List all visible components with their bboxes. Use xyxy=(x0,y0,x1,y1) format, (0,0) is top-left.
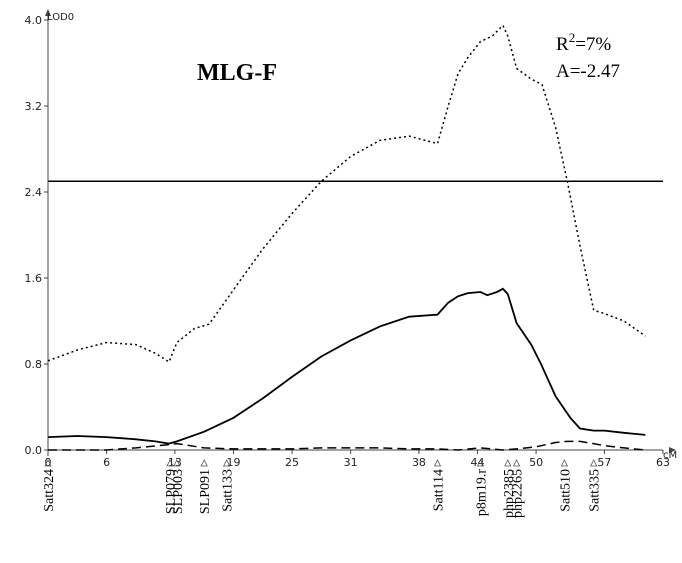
chart-title: MLG-F xyxy=(197,60,277,86)
r-squared-base: R xyxy=(556,34,569,55)
x-tick-label: 13 xyxy=(168,456,182,469)
marker-label: Satt335 xyxy=(588,469,603,512)
x-tick-label: 6 xyxy=(103,456,110,469)
series-line-solid xyxy=(48,289,645,444)
x-tick-label: 38 xyxy=(412,456,426,469)
x-tick-label: 19 xyxy=(226,456,240,469)
y-axis-label: LOD0 xyxy=(47,12,74,23)
marker-triangle-icon xyxy=(561,460,567,466)
marker-triangle-icon xyxy=(435,460,441,466)
y-tick-label: 2.4 xyxy=(25,186,43,199)
marker-label: php2265 xyxy=(511,469,526,518)
r-squared-value: =7% xyxy=(575,34,611,55)
y-tick-label: 0.8 xyxy=(25,358,43,371)
x-tick-label: 31 xyxy=(344,456,358,469)
marker-triangle-icon xyxy=(505,460,511,466)
x-tick-label: 25 xyxy=(285,456,299,469)
x-tick-label: 0 xyxy=(45,456,52,469)
series-layer xyxy=(48,25,645,450)
marker-label: SLP003 xyxy=(171,469,186,514)
series-line-dashed xyxy=(48,441,645,450)
marker-label: Satt324 xyxy=(42,469,57,512)
marker-label: Satt133 xyxy=(221,469,236,512)
marker-label: Satt114 xyxy=(432,469,447,511)
x-axis-label: cM xyxy=(663,450,677,461)
additive-effect-annotation: A=-2.47 xyxy=(556,61,620,82)
marker-label: p8m19.r xyxy=(475,469,490,516)
y-tick-label: 4.0 xyxy=(25,14,43,27)
y-tick-label: 0.0 xyxy=(25,444,43,457)
x-tick-label: 50 xyxy=(529,456,543,469)
marker-triangle-icon xyxy=(201,460,207,466)
marker-label: Satt510 xyxy=(558,469,573,512)
marker-label: SLP091 xyxy=(198,469,213,514)
x-tick-label: 57 xyxy=(597,456,611,469)
y-tick-label: 1.6 xyxy=(25,272,43,285)
x-tick-label: 44 xyxy=(471,456,485,469)
marker-triangle-icon xyxy=(591,460,597,466)
marker-triangle-icon xyxy=(514,460,520,466)
r-squared-annotation: R2=7% xyxy=(556,30,611,55)
y-tick-label: 3.2 xyxy=(25,100,43,113)
